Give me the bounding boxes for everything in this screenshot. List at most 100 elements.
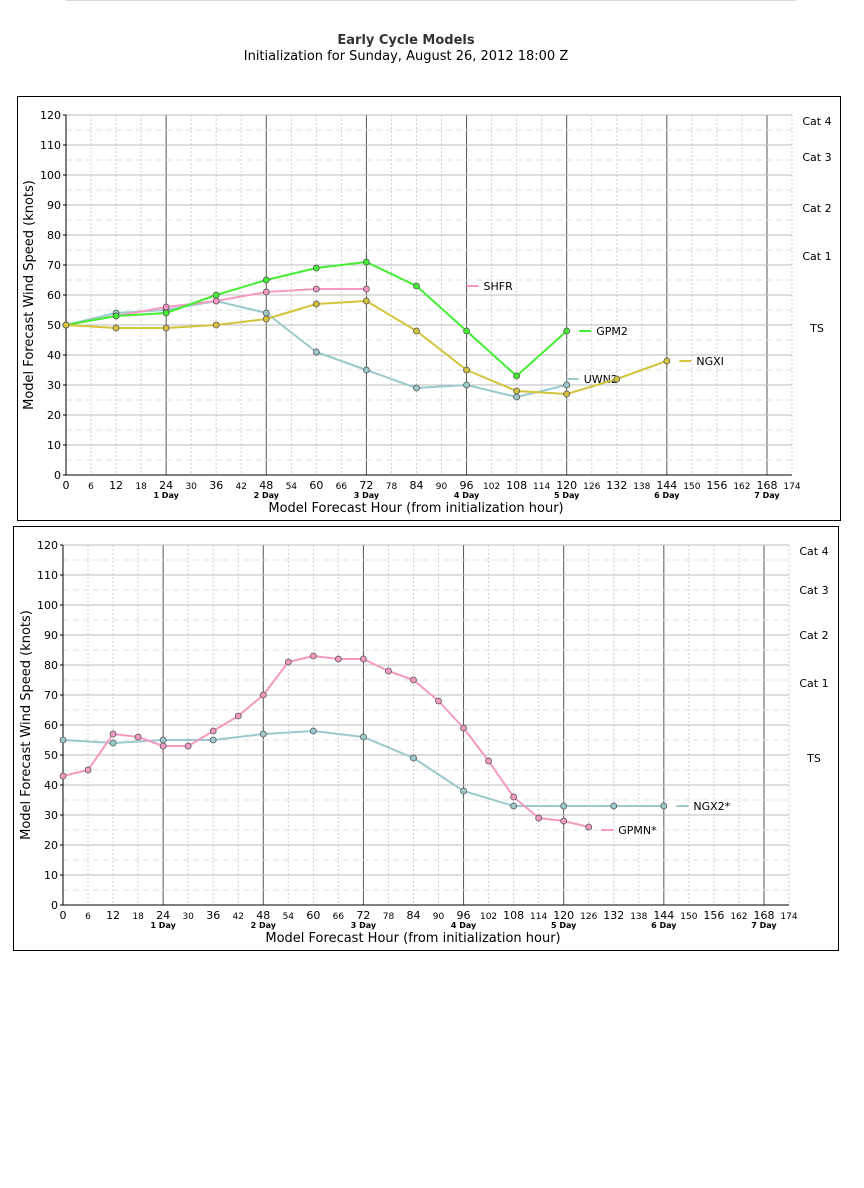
series-point-ngx2 bbox=[109, 739, 117, 747]
y-tick-label: 50 bbox=[44, 749, 58, 762]
y-tick-label: 120 bbox=[40, 109, 61, 122]
series-point-gpm2 bbox=[463, 327, 470, 335]
series-point-ngx2 bbox=[560, 802, 568, 810]
x-tick-label: 66 bbox=[336, 482, 348, 492]
day-label-2: 2 Day bbox=[251, 921, 277, 930]
series-point-gpmn bbox=[360, 655, 367, 663]
series-point-ngxi bbox=[663, 357, 671, 365]
series-label-gpmn: GPMN* bbox=[618, 824, 657, 837]
page-subtitle: Initialization for Sunday, August 26, 20… bbox=[243, 49, 569, 64]
series-point-ngxi bbox=[563, 390, 571, 398]
series-point-gpmn bbox=[535, 814, 543, 822]
series-point-gpmn bbox=[134, 733, 142, 741]
x-tick-label: 12 bbox=[109, 479, 123, 492]
series-point-gpm2 bbox=[312, 264, 320, 272]
x-tick-label: 72 bbox=[359, 479, 373, 492]
y-axis-title: Model Forecast Wind Speed (knots) bbox=[22, 180, 37, 410]
category-label-cat-2: Cat 2 bbox=[802, 202, 831, 215]
series-label-ngxi: NGXI bbox=[696, 355, 724, 368]
series-point-gpmn bbox=[234, 712, 242, 720]
y-tick-label: 70 bbox=[44, 689, 58, 702]
series-line-ngx2 bbox=[62, 730, 664, 807]
series-uwn2: UWN2 bbox=[62, 297, 618, 401]
x-tick-label: 126 bbox=[583, 482, 600, 492]
series-point-uwn2 bbox=[112, 309, 120, 317]
x-tick-label: 90 bbox=[436, 482, 448, 492]
category-label-ts: TS bbox=[809, 322, 824, 335]
day-label-6: 6 Day bbox=[654, 491, 680, 500]
category-label-cat-3: Cat 3 bbox=[799, 584, 828, 597]
x-tick-label: 120 bbox=[556, 479, 577, 492]
series-point-uwn2 bbox=[162, 306, 170, 314]
category-label-cat-2: Cat 2 bbox=[799, 629, 828, 642]
day-label-1: 1 Day bbox=[153, 491, 179, 500]
series-point-gpm2 bbox=[363, 258, 370, 266]
page-title: Early Cycle Models bbox=[337, 33, 475, 48]
series-line-gpmn bbox=[62, 655, 589, 828]
series-point-gpmn bbox=[84, 766, 92, 774]
x-tick-label: 54 bbox=[283, 912, 295, 922]
series-point-gpm2 bbox=[212, 291, 220, 299]
x-tick-label: 108 bbox=[506, 479, 527, 492]
x-tick-label: 30 bbox=[185, 482, 197, 492]
y-tick-label: 10 bbox=[44, 869, 58, 882]
x-tick-label: 60 bbox=[309, 479, 323, 492]
y-tick-label: 120 bbox=[37, 539, 58, 552]
series-point-gpmn bbox=[259, 691, 267, 699]
x-tick-label: 138 bbox=[630, 912, 647, 922]
y-tick-label: 80 bbox=[47, 229, 61, 242]
x-tick-label: 78 bbox=[386, 482, 398, 492]
series-point-gpmn bbox=[334, 655, 342, 663]
series-point-ngxi bbox=[62, 321, 70, 329]
series-point-ngxi bbox=[112, 324, 120, 332]
series-point-uwn2 bbox=[563, 381, 571, 389]
series-point-ngxi bbox=[312, 300, 320, 308]
x-tick-label: 36 bbox=[209, 479, 223, 492]
series-point-shfr bbox=[62, 321, 70, 329]
series-point-uwn2 bbox=[62, 321, 70, 329]
series-point-ngxi bbox=[613, 375, 621, 383]
series-point-shfr bbox=[262, 288, 270, 296]
series-point-uwn2 bbox=[413, 384, 420, 392]
series-shfr: SHFR bbox=[62, 280, 513, 329]
series-point-ngx2 bbox=[259, 730, 267, 738]
x-tick-label: 18 bbox=[132, 912, 144, 922]
top-divider bbox=[66, 0, 796, 1]
chart-frame bbox=[17, 96, 841, 521]
x-tick-label: 96 bbox=[460, 479, 474, 492]
x-axis-title: Model Forecast Hour (from initialization… bbox=[268, 501, 563, 516]
series-point-uwn2 bbox=[262, 309, 270, 317]
series-point-ngx2 bbox=[410, 754, 417, 762]
x-tick-label: 174 bbox=[783, 482, 800, 492]
x-tick-label: 84 bbox=[406, 909, 420, 922]
category-label-cat-4: Cat 4 bbox=[802, 115, 831, 128]
y-tick-label: 80 bbox=[44, 659, 58, 672]
day-label-4: 4 Day bbox=[454, 491, 480, 500]
y-tick-label: 0 bbox=[54, 469, 61, 482]
series-point-gpmn bbox=[284, 658, 292, 666]
x-tick-label: 168 bbox=[756, 479, 777, 492]
x-tick-label: 156 bbox=[706, 479, 727, 492]
y-tick-label: 110 bbox=[37, 569, 58, 582]
day-label-3: 3 Day bbox=[354, 491, 380, 500]
series-point-ngx2 bbox=[660, 802, 668, 810]
day-label-6: 6 Day bbox=[651, 921, 677, 930]
day-label-2: 2 Day bbox=[254, 491, 280, 500]
series-point-gpmn bbox=[385, 667, 392, 675]
x-tick-label: 36 bbox=[206, 909, 220, 922]
chart-frame bbox=[13, 526, 839, 951]
y-tick-label: 20 bbox=[47, 409, 61, 422]
y-tick-label: 70 bbox=[47, 259, 61, 272]
x-tick-label: 144 bbox=[653, 909, 674, 922]
series-point-shfr bbox=[112, 312, 120, 320]
series-point-shfr bbox=[212, 297, 220, 305]
x-tick-label: 78 bbox=[383, 912, 395, 922]
x-tick-label: 6 bbox=[85, 912, 91, 922]
series-point-uwn2 bbox=[312, 348, 320, 356]
category-label-cat-3: Cat 3 bbox=[802, 151, 831, 164]
x-tick-label: 144 bbox=[656, 479, 677, 492]
x-tick-label: 126 bbox=[580, 912, 597, 922]
y-tick-label: 90 bbox=[44, 629, 58, 642]
x-tick-label: 90 bbox=[433, 912, 445, 922]
y-tick-label: 110 bbox=[40, 139, 61, 152]
